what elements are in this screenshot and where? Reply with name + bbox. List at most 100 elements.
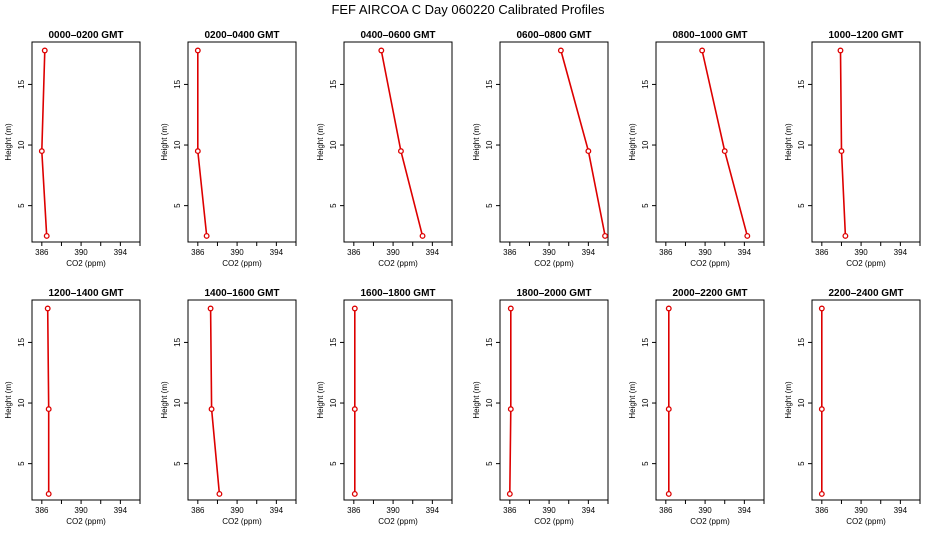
y-axis-label: Height (m) — [784, 123, 793, 161]
y-tick-label: 15 — [797, 79, 806, 88]
x-axis-label: CO2 (ppm) — [66, 259, 106, 268]
panel-5: 0800–1000 GMT 386 390 394 5 10 15 CO2 (ppm) Heig… — [628, 30, 765, 268]
plot-frame — [31, 41, 141, 243]
data-point — [837, 47, 844, 54]
y-axis-label: Height (m) — [628, 123, 637, 161]
x-tick-label: 394 — [582, 506, 596, 515]
plot-frame — [31, 299, 141, 501]
plot-frame — [499, 41, 609, 243]
plot-frame — [655, 299, 765, 501]
data-point — [721, 148, 728, 155]
panel-12: 2200–2400 GMT 386 390 394 5 10 15 CO2 (ppm) Heig… — [784, 288, 921, 526]
profile-line — [701, 50, 749, 237]
profile-line — [380, 50, 424, 237]
data-point — [419, 232, 426, 239]
profile-line — [509, 308, 512, 494]
data-point — [38, 148, 45, 155]
panel-title: 1200–1400 GMT — [48, 288, 123, 299]
x-tick-label: 390 — [230, 506, 244, 515]
x-tick-label: 394 — [894, 506, 908, 515]
x-tick-label: 394 — [426, 248, 440, 257]
x-tick-label: 394 — [426, 506, 440, 515]
plot-frame — [187, 299, 297, 501]
data-point — [351, 305, 358, 312]
panel-title: 0200–0400 GMT — [204, 30, 279, 41]
y-axis-label: Height (m) — [160, 123, 169, 161]
panel-title: 1800–2000 GMT — [516, 288, 591, 299]
x-tick-label: 386 — [659, 248, 673, 257]
data-point — [45, 406, 52, 413]
x-axis-label: CO2 (ppm) — [846, 517, 886, 526]
panel-11: 2000–2200 GMT 386 390 394 5 10 15 CO2 (ppm) Heig… — [628, 288, 765, 526]
x-tick-label: 386 — [191, 506, 205, 515]
y-tick-label: 15 — [329, 337, 338, 346]
x-tick-label: 386 — [659, 506, 673, 515]
y-tick-label: 15 — [17, 337, 26, 346]
y-tick-label: 15 — [485, 337, 494, 346]
y-tick-label: 15 — [485, 79, 494, 88]
x-tick-label: 390 — [854, 506, 868, 515]
y-tick-label: 5 — [485, 461, 494, 466]
x-axis-label: CO2 (ppm) — [690, 259, 730, 268]
y-tick-label: 15 — [641, 79, 650, 88]
y-axis-label: Height (m) — [472, 123, 481, 161]
data-point — [838, 148, 845, 155]
x-axis-label: CO2 (ppm) — [534, 517, 574, 526]
y-tick-label: 15 — [641, 337, 650, 346]
x-tick-label: 394 — [738, 248, 752, 257]
profile-line — [197, 50, 208, 236]
y-tick-label: 5 — [329, 203, 338, 208]
data-point — [506, 490, 513, 497]
x-tick-label: 386 — [815, 248, 829, 257]
x-tick-label: 390 — [74, 248, 88, 257]
x-tick-label: 390 — [542, 506, 556, 515]
y-axis-label: Height (m) — [472, 381, 481, 419]
y-tick-label: 10 — [17, 398, 26, 407]
x-tick-label: 394 — [738, 506, 752, 515]
panels-grid: 0000–0200 GMT 386 390 394 5 10 15 CO2 (ppm) Heig… — [4, 30, 921, 526]
y-tick-label: 5 — [173, 203, 182, 208]
x-axis-label: CO2 (ppm) — [534, 259, 574, 268]
y-axis-label: Height (m) — [316, 123, 325, 161]
data-point — [378, 47, 385, 54]
plot-frame — [811, 299, 921, 501]
data-point — [665, 305, 672, 312]
x-tick-label: 390 — [854, 248, 868, 257]
plot-frame — [811, 41, 921, 243]
panel-4: 0600–0800 GMT 386 390 394 5 10 15 CO2 (ppm) Heig… — [472, 30, 609, 268]
x-tick-label: 386 — [347, 248, 361, 257]
y-axis-label: Height (m) — [160, 381, 169, 419]
profile-line — [560, 50, 606, 237]
y-tick-label: 15 — [173, 79, 182, 88]
x-tick-label: 394 — [114, 248, 128, 257]
panel-title: 2200–2400 GMT — [828, 288, 903, 299]
profile-line — [46, 308, 50, 494]
profile-line — [209, 308, 221, 494]
panel-title: 0600–0800 GMT — [516, 30, 591, 41]
y-tick-label: 15 — [17, 79, 26, 88]
data-point — [602, 232, 609, 239]
data-point — [45, 490, 52, 497]
x-tick-label: 386 — [347, 506, 361, 515]
panel-1: 0000–0200 GMT 386 390 394 5 10 15 CO2 (ppm) Heig… — [4, 30, 141, 268]
panel-title: 0000–0200 GMT — [48, 30, 123, 41]
x-axis-label: CO2 (ppm) — [690, 517, 730, 526]
data-point — [43, 232, 50, 239]
figure-title: FEF AIRCOA C Day 060220 Calibrated Profi… — [331, 2, 605, 17]
plot-frame — [655, 41, 765, 243]
x-axis-label: CO2 (ppm) — [378, 259, 418, 268]
y-tick-label: 15 — [173, 337, 182, 346]
y-tick-label: 15 — [329, 79, 338, 88]
x-axis-label: CO2 (ppm) — [846, 259, 886, 268]
data-point — [842, 232, 849, 239]
profile-line — [839, 50, 847, 236]
x-tick-label: 390 — [386, 506, 400, 515]
data-point — [744, 232, 751, 239]
panel-title: 1000–1200 GMT — [828, 30, 903, 41]
data-point — [585, 148, 592, 155]
panel-7: 1200–1400 GMT 386 390 394 5 10 15 CO2 (ppm) Heig… — [4, 288, 141, 526]
y-tick-label: 10 — [173, 140, 182, 149]
x-tick-label: 390 — [698, 248, 712, 257]
x-tick-label: 394 — [270, 506, 284, 515]
y-tick-label: 10 — [17, 140, 26, 149]
